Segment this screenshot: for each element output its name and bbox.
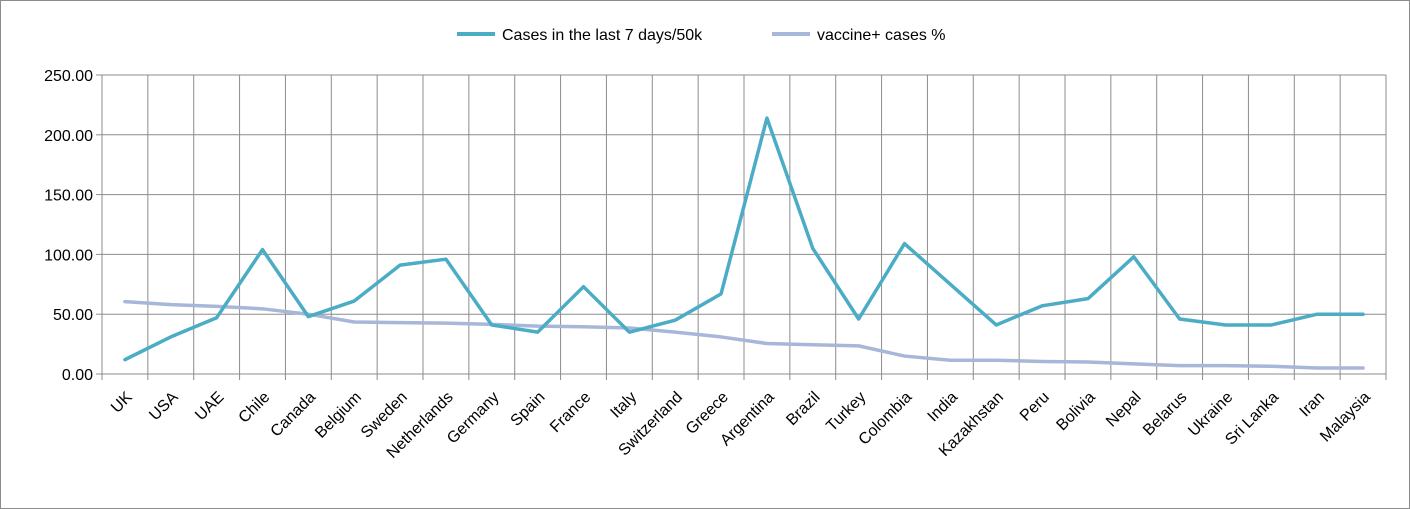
y-tick-label: 100.00: [44, 247, 93, 264]
x-tick-label: Turkey: [823, 389, 869, 435]
x-tick-label: USA: [146, 389, 182, 425]
y-tick-label: 250.00: [44, 68, 93, 85]
x-tick-label: Belarus: [1140, 389, 1190, 439]
x-tick-label: Canada: [268, 389, 320, 441]
x-tick-label: Malaysia: [1317, 389, 1374, 446]
x-tick-label: Belgium: [312, 389, 365, 442]
y-tick-label: 0.00: [62, 367, 93, 384]
series-line-vaccine: [123, 299, 1365, 370]
x-tick-label: Chile: [236, 389, 274, 427]
gridlines: [101, 74, 1387, 375]
x-tick-label: Italy: [607, 389, 640, 422]
series-line-cases: [123, 116, 1365, 362]
y-tick-label: 50.00: [53, 307, 93, 324]
x-tick-label: France: [547, 389, 594, 436]
y-tick-label: 150.00: [44, 188, 93, 205]
x-tick-label: Nepal: [1103, 389, 1145, 431]
axes: 0.00 50.00 100.00 150.00 200.00 250.00 UK USA UA…: [44, 68, 1387, 462]
x-tick-label: Bolivia: [1053, 389, 1098, 434]
legend-label-vaccine: vaccine+ cases %: [817, 27, 946, 44]
x-tick-label: UK: [108, 389, 136, 417]
x-tick-label: Iran: [1297, 389, 1329, 421]
x-tick-label: UAE: [192, 389, 227, 424]
x-tick-label: Brazil: [783, 389, 823, 429]
legend: Cases in the last 7 days/50k vaccine+ ca…: [457, 27, 946, 44]
x-tick-label: Spain: [508, 389, 549, 430]
y-tick-label: 200.00: [44, 128, 93, 145]
series-lines: [123, 116, 1365, 370]
x-tick-label: India: [925, 389, 962, 426]
x-tick-label: Peru: [1017, 389, 1053, 425]
legend-label-cases: Cases in the last 7 days/50k: [502, 27, 703, 44]
